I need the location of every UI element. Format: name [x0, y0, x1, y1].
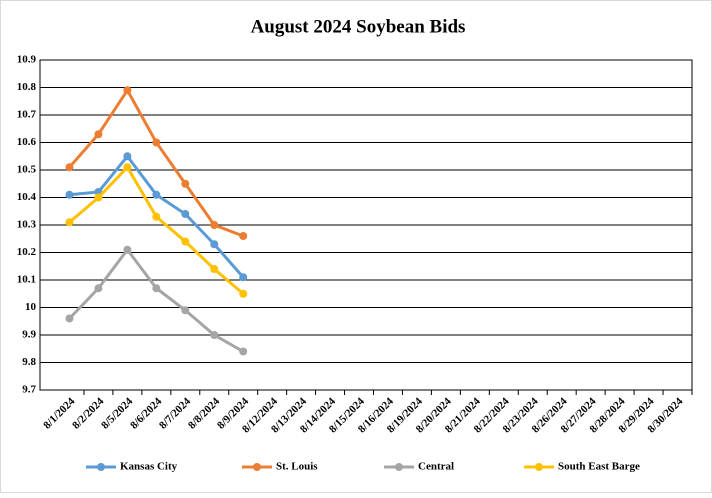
series-point — [239, 273, 248, 282]
series-point — [210, 265, 219, 273]
series-point — [210, 331, 219, 339]
series-point — [123, 152, 132, 161]
y-tick-label: 10.4 — [17, 191, 37, 203]
legend-label: St. Louis — [276, 461, 318, 473]
series-point — [65, 163, 74, 172]
series-point — [94, 130, 103, 139]
series-point — [239, 232, 248, 240]
y-tick-label: 10.3 — [17, 219, 37, 231]
y-tick-label: 10.8 — [17, 81, 37, 93]
legend-label: Kansas City — [120, 461, 178, 473]
y-tick-label: 10.7 — [17, 109, 37, 121]
y-tick-label: 9.9 — [22, 329, 36, 341]
series-point — [239, 347, 248, 356]
y-tick-label: 10.9 — [17, 54, 37, 66]
series-point — [210, 221, 219, 229]
series-point — [181, 179, 190, 188]
series-point — [65, 218, 74, 227]
series-point — [123, 86, 132, 95]
legend-marker — [253, 463, 261, 471]
plot-frame — [39, 59, 693, 391]
series-point — [181, 237, 190, 246]
y-tick-label: 9.8 — [22, 356, 36, 368]
series-point — [65, 190, 74, 199]
series-point — [152, 284, 161, 293]
series-point — [181, 210, 190, 218]
series-point — [123, 163, 132, 172]
y-tick-label: 9.7 — [22, 384, 36, 396]
series-point — [210, 240, 219, 249]
series-point — [181, 306, 190, 315]
series-point — [123, 245, 132, 254]
series-point — [152, 190, 161, 199]
series-point — [152, 212, 161, 221]
series-point — [65, 314, 74, 323]
chart-title: August 2024 Soybean Bids — [251, 16, 466, 37]
legend-marker — [395, 463, 403, 471]
y-tick-label: 10.2 — [17, 246, 37, 258]
legend-label: South East Barge — [558, 461, 640, 473]
legend-marker — [535, 463, 543, 471]
y-tick-label: 10.5 — [17, 164, 37, 176]
series-point — [239, 289, 248, 298]
series-point — [152, 138, 161, 147]
y-tick-label: 10.1 — [17, 274, 36, 286]
y-tick-label: 10.6 — [17, 136, 37, 148]
y-tick-label: 10 — [25, 301, 37, 313]
series-point — [94, 193, 103, 202]
legend-label: Central — [418, 461, 454, 473]
series-point — [94, 284, 103, 293]
legend-marker — [97, 463, 105, 471]
